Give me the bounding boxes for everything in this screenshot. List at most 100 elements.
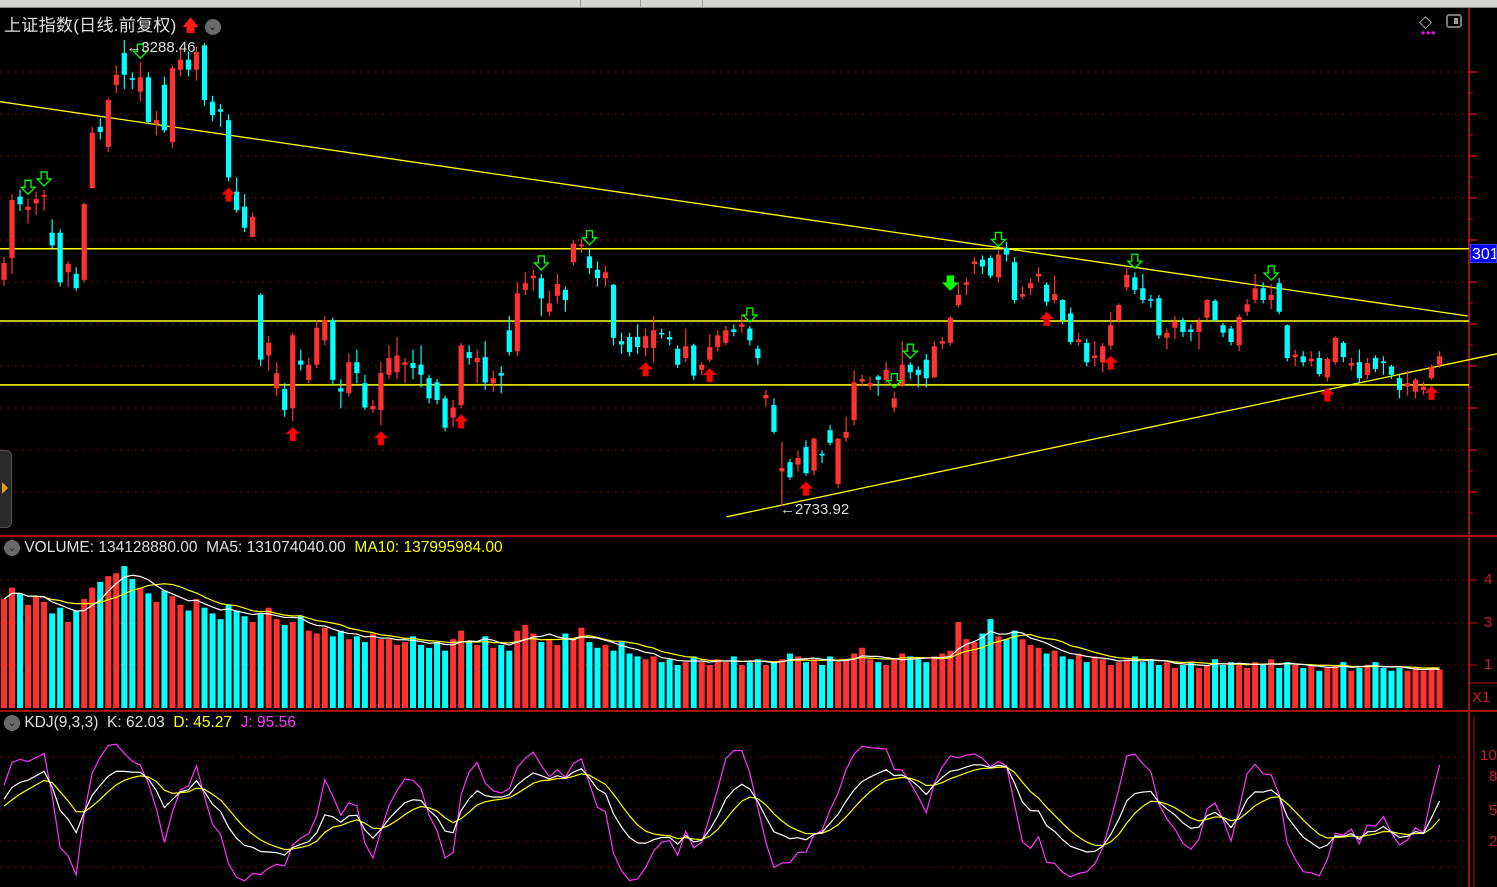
volume-bar: [658, 662, 665, 708]
volume-bar: [538, 642, 545, 708]
volume-bar: [177, 604, 184, 708]
candle-body: [659, 332, 665, 335]
candle-body: [41, 194, 47, 197]
candle: [322, 315, 328, 346]
volume-bar: [1364, 665, 1371, 708]
candle: [225, 114, 232, 182]
candle: [538, 273, 544, 316]
candle: [955, 282, 961, 308]
volume-bar: [1388, 670, 1395, 708]
buy-signal-arrow-icon: [799, 481, 813, 496]
candle: [1340, 341, 1346, 363]
volume-bar: [113, 573, 120, 708]
candle: [1356, 349, 1362, 384]
candle: [522, 272, 528, 295]
candle: [1260, 282, 1266, 304]
volume-bar: [81, 599, 88, 708]
candle-body: [242, 206, 248, 228]
volume-bar: [1171, 667, 1178, 708]
candle: [859, 374, 865, 387]
candle: [907, 362, 913, 379]
candle-body: [1044, 284, 1050, 302]
candle-body: [915, 369, 921, 375]
candle-body: [506, 330, 512, 353]
candle: [1252, 273, 1258, 304]
volume-bar: [1107, 665, 1114, 708]
candle-body: [1140, 288, 1146, 300]
candle: [217, 104, 224, 127]
candle: [707, 334, 713, 363]
chevron-down-circle-icon[interactable]: ⌄: [4, 539, 20, 556]
candle: [699, 362, 705, 375]
volume-bar: [1292, 665, 1299, 708]
candle: [137, 62, 143, 102]
candle-body: [193, 52, 200, 70]
candle-body: [394, 355, 400, 373]
d-value: 45.27: [193, 714, 233, 731]
candle: [17, 189, 23, 211]
candle: [450, 400, 456, 427]
buy-signal-arrow-icon: [1103, 355, 1118, 370]
candle-body: [362, 383, 368, 408]
sell-signal-arrow-icon: [901, 343, 919, 360]
chevron-down-circle-icon[interactable]: ⌄: [204, 18, 221, 35]
volume-bar: [1067, 659, 1074, 708]
candle: [554, 273, 560, 304]
candle-body: [121, 52, 127, 75]
candle: [1388, 364, 1395, 379]
volume-bar: [1276, 667, 1283, 708]
sell-signal-arrow-icon: [741, 307, 759, 323]
kdj-j-line: [3, 743, 1441, 882]
volume-bar: [1195, 667, 1202, 708]
candle: [1148, 294, 1154, 308]
candle: [89, 126, 95, 189]
volume-bar: [594, 647, 601, 708]
volume-bar: [426, 647, 433, 708]
candle-body: [610, 284, 617, 338]
candle: [338, 378, 344, 409]
kdj-label: KDJ(9,3,3): [24, 714, 99, 731]
volume-bar: [434, 642, 441, 708]
volume-bar: [289, 622, 296, 708]
panel-toggle-icon[interactable]: [1446, 14, 1462, 28]
candle-body: [225, 120, 232, 178]
more-dots-icon[interactable]: •••: [1421, 26, 1437, 40]
volume-bar: [626, 653, 633, 708]
volume-bar: [209, 613, 216, 708]
candle: [811, 437, 817, 476]
candle: [883, 362, 889, 384]
volume-bar: [193, 599, 200, 708]
volume-bar: [522, 624, 529, 708]
sidebar-expand-handle[interactable]: [0, 450, 12, 528]
diamond-icon[interactable]: ◇: [1419, 12, 1433, 31]
candle-body: [1236, 316, 1242, 346]
candle: [731, 324, 737, 337]
candle-body: [57, 232, 63, 283]
candle: [354, 349, 360, 384]
candle: [1052, 275, 1058, 304]
candle-body: [73, 273, 79, 289]
candle: [426, 374, 432, 404]
candle-body: [715, 335, 721, 348]
candle-body: [667, 336, 673, 340]
candle: [1100, 342, 1106, 373]
candle: [995, 250, 1002, 283]
candle-body: [458, 345, 464, 406]
candle-body: [145, 77, 151, 122]
volume-bar: [201, 607, 208, 708]
candle-body: [434, 382, 440, 400]
volume-bar: [297, 616, 304, 708]
candle: [1196, 317, 1202, 350]
candle-body: [1348, 363, 1354, 366]
chevron-down-circle-icon[interactable]: ⌄: [4, 714, 20, 731]
candle-body: [1003, 247, 1010, 255]
volume-bar: [498, 644, 505, 708]
candle: [282, 383, 288, 417]
volume-bar: [666, 659, 673, 708]
candle: [1044, 282, 1050, 306]
candle: [1108, 311, 1114, 350]
candle: [1268, 284, 1274, 310]
tab-divider: [640, 0, 641, 7]
sell-signal-arrow-icon: [1126, 253, 1144, 270]
